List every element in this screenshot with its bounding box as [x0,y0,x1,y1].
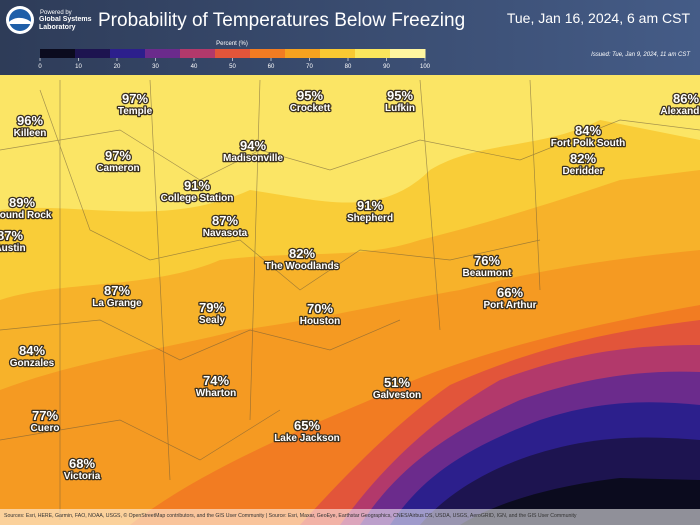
place-name: Crockett [290,103,331,114]
place-name: Sealy [199,315,226,326]
place-value: 82% [289,246,315,261]
place-value: 95% [297,88,323,103]
logo-small: Powered by [40,10,72,16]
legend-tick-label: 70 [306,64,313,70]
valid-time: Tue, Jan 16, 2024, 6 am CST [507,10,691,26]
place-value: 95% [387,88,413,103]
place-value: 87% [212,213,238,228]
legend-swatch [285,49,321,58]
logo-name: Global Systems Laboratory [39,16,92,31]
header: Powered by Global Systems Laboratory Pro… [0,0,700,75]
place-name: Deridder [562,166,603,177]
place-name: Victoria [64,471,101,482]
legend-swatch [110,49,146,58]
place-name: Beaumont [463,268,513,279]
legend-tick-label: 10 [75,64,82,70]
place-name: Wharton [196,388,237,399]
attribution: Sources: Esri, HERE, Garmin, FAO, NOAA, … [4,512,577,519]
legend-tick-label: 50 [229,64,236,70]
legend-tick-label: 30 [152,64,159,70]
place-labels: 96%Killeen97%Temple95%Crockett95%Lufkin8… [0,87,700,484]
legend-tick-label: 100 [420,64,431,70]
place-name: Houston [300,316,341,327]
place-name: Port Arthur [484,300,537,311]
place-value: 91% [184,178,210,193]
legend-swatch [40,49,76,58]
legend-tick-label: 20 [114,64,121,70]
place-value: 65% [294,418,320,433]
legend-swatch [75,49,111,58]
place-name: Lake Jackson [274,433,340,444]
place-name: Cameron [96,163,139,174]
place-name: Lufkin [385,103,415,114]
place-value: 87% [104,283,130,298]
legend-tick-label: 60 [268,64,275,70]
title: Probability of Temperatures Below Freezi… [98,10,465,31]
issued: Issued: Tue, Jan 9, 2024, 11 am CST [591,52,691,58]
attribution-bg [0,509,700,525]
place-name: Galveston [373,390,421,401]
place-name: Gonzales [10,358,55,369]
place-name: Fort Polk South [551,138,625,149]
place-value: 82% [570,151,596,166]
place-value: 94% [240,138,266,153]
place-name: Killeen [14,128,47,139]
legend-swatch [390,49,426,58]
place-value: 70% [307,301,333,316]
place-value: 79% [199,300,225,315]
place-value: 97% [122,91,148,106]
place-value: 91% [357,198,383,213]
place-name: Temple [118,106,153,117]
legend-swatch [145,49,181,58]
place-value: 68% [69,456,95,471]
place-value: 77% [32,408,58,423]
place-name: Austin [0,243,26,254]
legend-tick-label: 90 [383,64,390,70]
legend-swatch [180,49,216,58]
place-value: 66% [497,285,523,300]
legend: 0 10 20 30 40 50 60 70 80 90 100 [38,49,431,70]
place-value: 89% [9,195,35,210]
place-value: 96% [17,113,43,128]
legend-tick-label: 80 [345,64,352,70]
place-value: 84% [575,123,601,138]
legend-swatch [355,49,391,58]
place-name: Cuero [31,423,60,434]
place-name: Madisonville [223,153,283,164]
place-value: 87% [0,228,23,243]
legend-title: Percent (%) [216,41,248,47]
place-value: 84% [19,343,45,358]
place-value: 97% [105,148,131,163]
place-value: 86% [673,91,699,106]
place-name: Navasota [203,228,248,239]
legend-tick-label: 0 [38,64,42,70]
place-name: The Woodlands [265,261,340,272]
place-value: 74% [203,373,229,388]
legend-swatch [250,49,286,58]
place-name: La Grange [92,298,142,309]
legend-tick-label: 40 [191,64,198,70]
place-value: 76% [474,253,500,268]
place-value: 51% [384,375,410,390]
legend-swatch [320,49,356,58]
place-name: Round Rock [0,210,52,221]
place-name: Alexandria [660,106,700,117]
legend-swatch [215,49,251,58]
place-name: College Station [161,193,234,204]
place-name: Shepherd [347,213,393,224]
